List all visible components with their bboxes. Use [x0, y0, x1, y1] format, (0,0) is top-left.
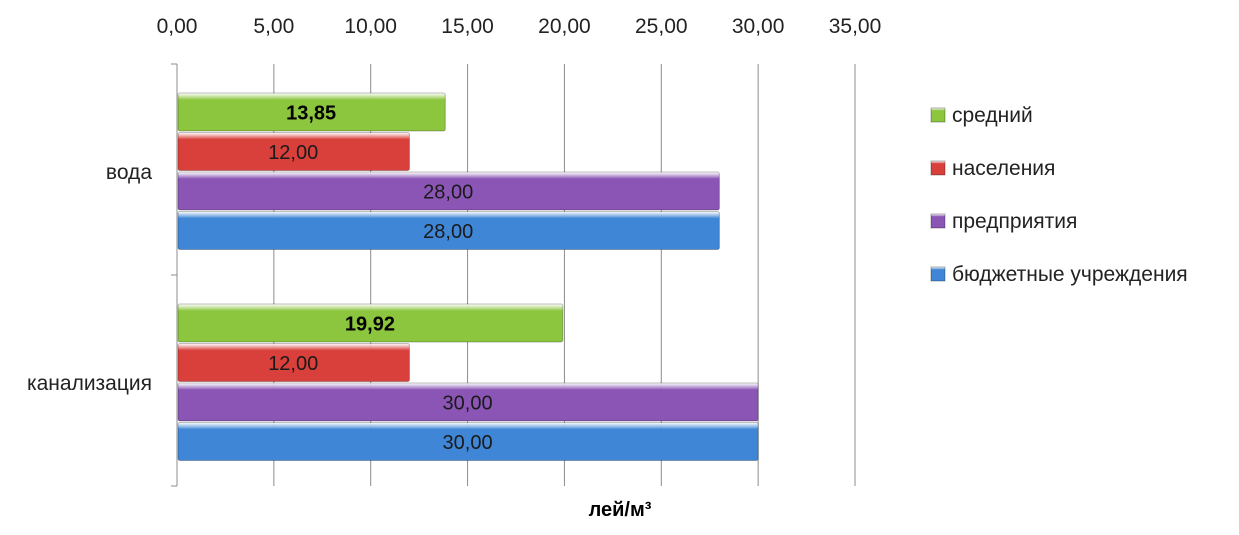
data-label: 19,92: [345, 314, 395, 336]
data-label: 12,00: [268, 353, 318, 375]
bar-предприятия: [177, 382, 759, 422]
x-tick-label: 0,00: [157, 15, 198, 38]
data-labels: 13,85 19,92 12,00 12,00 28,00 30,00 28,00 30,00: [268, 103, 492, 455]
data-label: 30,00: [443, 393, 493, 415]
data-label: 28,00: [423, 221, 473, 243]
x-tick-label: 35,00: [829, 15, 882, 38]
data-label: 13,85: [286, 103, 336, 125]
x-tick-label: 30,00: [732, 15, 785, 38]
legend-swatch: [930, 107, 946, 123]
data-label: 30,00: [443, 432, 493, 454]
bar-населения: [177, 132, 410, 171]
legend-label: бюджетные учреждения: [952, 263, 1188, 286]
legend: средний населения предприятия бюджетные учр…: [930, 104, 1188, 286]
data-label: 28,00: [423, 182, 473, 204]
bar-населения: [177, 343, 410, 382]
x-tick-label: 10,00: [344, 15, 397, 38]
x-tick-label: 15,00: [441, 15, 494, 38]
bar-средний: [177, 92, 446, 132]
axes: 0,00 5,00 10,00 15,00 20,00 25,00 30,00 35,00 во…: [27, 15, 882, 487]
x-tick-label: 25,00: [635, 15, 688, 38]
legend-label: предприятия: [952, 210, 1077, 233]
bar-бюджетные учреждения: [177, 422, 759, 461]
legend-swatch: [930, 160, 946, 176]
category-label: канализация: [27, 372, 152, 395]
x-tick-label: 5,00: [253, 15, 294, 38]
bar-предприятия: [177, 171, 720, 211]
legend-swatch: [930, 213, 946, 229]
legend-swatch: [930, 266, 946, 282]
x-axis-title: лей/м³: [589, 499, 652, 521]
bars: [177, 92, 759, 461]
bar-бюджетные учреждения: [177, 211, 720, 250]
category-label: вода: [106, 161, 152, 184]
bar-средний: [177, 303, 564, 343]
x-tick-label: 20,00: [538, 15, 591, 38]
legend-label: средний: [952, 104, 1033, 127]
data-label: 12,00: [268, 142, 318, 164]
legend-label: населения: [952, 157, 1055, 180]
